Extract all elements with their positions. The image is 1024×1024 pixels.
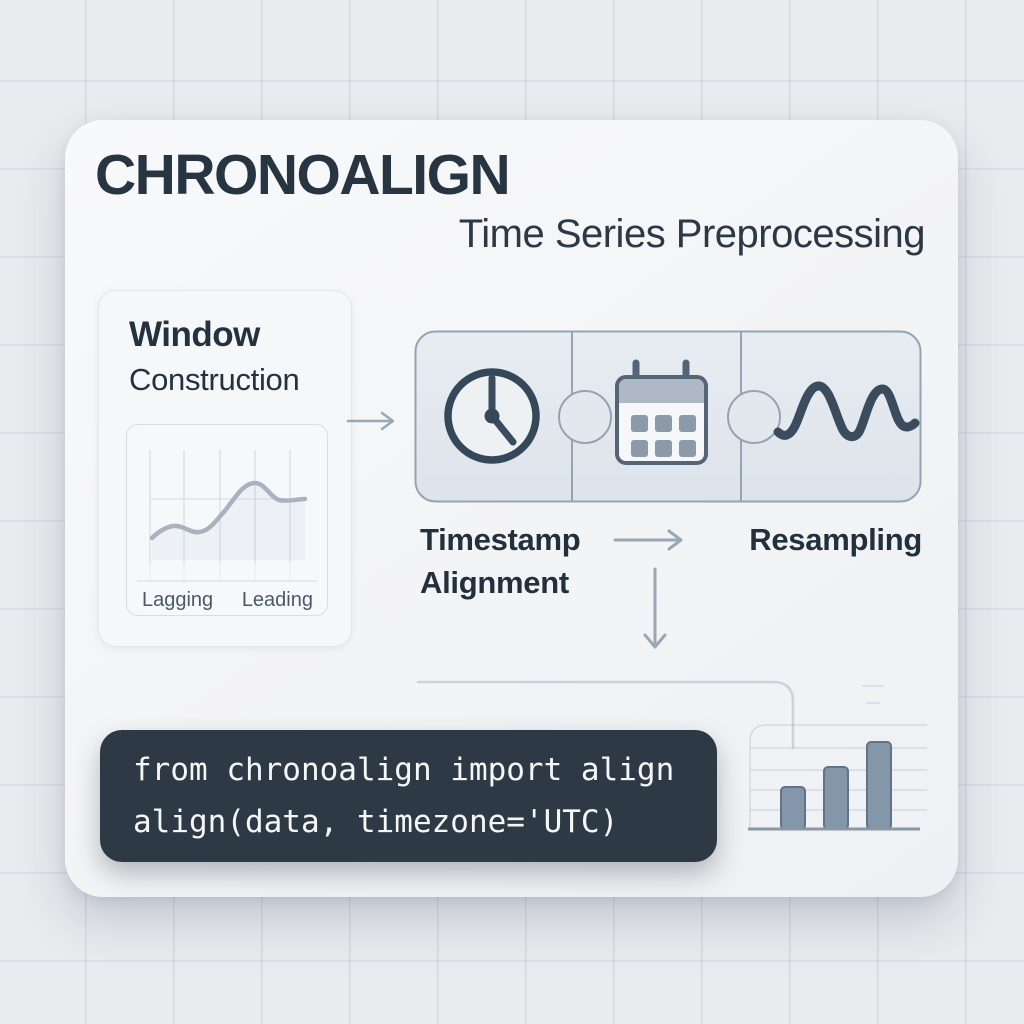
- puzzle-knob: [558, 390, 612, 444]
- code-line-1: from chronoalign import align: [133, 752, 675, 788]
- clock-icon: [444, 368, 540, 464]
- bar: [780, 786, 806, 830]
- puzzle-knob: [727, 390, 781, 444]
- bar-series: [780, 741, 892, 830]
- page-subtitle: Time Series Preprocessing: [458, 212, 926, 256]
- puzzle-dividers: [558, 332, 781, 501]
- arrow-down-icon: [643, 567, 667, 649]
- sparkline-area: [152, 483, 305, 560]
- window-construction-card: Window Construction: [98, 290, 352, 647]
- bar-chart-gridlines: [749, 685, 927, 830]
- connector-line: [416, 680, 795, 750]
- window-card-heading: Window Construction: [129, 315, 300, 397]
- page-title: CHRONOALIGN: [95, 143, 511, 207]
- code-block: from chronoalign import align align(data…: [100, 730, 717, 862]
- wave-icon: [773, 381, 920, 442]
- sparkline-gridlines: [149, 450, 307, 583]
- calendar-icon: [615, 359, 708, 465]
- pipeline-puzzle-strip: [414, 330, 922, 503]
- window-heading-line2: Construction: [129, 362, 300, 397]
- arrow-right-icon: [346, 411, 395, 431]
- sparkline-curve: [149, 480, 308, 541]
- timestamp-label-line1: Timestamp: [420, 522, 581, 557]
- bar: [823, 766, 849, 830]
- resampling-label: Resampling: [749, 522, 922, 557]
- corner-bar-chart: [748, 685, 927, 831]
- poster-card: CHRONOALIGN Time Series Preprocessing Wi…: [65, 120, 958, 897]
- sparkline-chart-box: Lagging Leading: [126, 424, 328, 616]
- sparkline-chart: [137, 450, 317, 583]
- arrow-right-icon: [613, 529, 683, 551]
- leading-label: Leading: [241, 589, 313, 611]
- code-line-2: align(data, timezone='UTC): [133, 804, 619, 840]
- timestamp-alignment-label: Timestamp Alignment: [420, 518, 581, 604]
- bar: [866, 741, 892, 830]
- timestamp-label-line2: Alignment: [420, 565, 569, 600]
- window-heading-line1: Window: [129, 315, 260, 354]
- lagging-label: Lagging: [142, 589, 214, 611]
